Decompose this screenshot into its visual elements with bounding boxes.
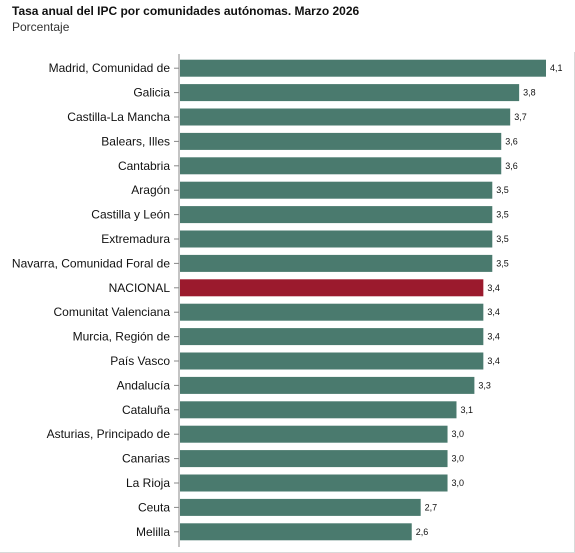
data-label: 3,4 xyxy=(487,356,500,366)
category-label: Galicia xyxy=(133,86,170,100)
category-label: Murcia, Región de xyxy=(73,330,171,344)
data-label: 3,7 xyxy=(514,112,527,122)
data-label: 3,4 xyxy=(487,283,500,293)
category-label: Castilla y León xyxy=(91,208,170,222)
category-label: Comunitat Valenciana xyxy=(53,305,170,319)
data-label: 3,0 xyxy=(452,429,465,439)
data-label: 3,4 xyxy=(487,332,500,342)
category-label: Aragón xyxy=(131,183,170,197)
category-label: Ceuta xyxy=(138,500,170,514)
bar xyxy=(180,230,493,248)
data-label: 3,6 xyxy=(505,161,518,171)
data-label: 3,5 xyxy=(496,234,509,244)
data-label: 2,7 xyxy=(425,502,438,512)
chart-title: Tasa anual del IPC por comunidades autón… xyxy=(12,4,360,18)
category-label: NACIONAL xyxy=(109,281,171,295)
bar xyxy=(180,474,448,492)
bar xyxy=(180,108,511,126)
data-label: 3,3 xyxy=(478,380,491,390)
data-label: 3,0 xyxy=(452,478,465,488)
category-label: Andalucía xyxy=(117,378,171,392)
bar xyxy=(180,425,448,443)
data-label: 2,6 xyxy=(416,527,429,537)
category-label: Cantabria xyxy=(118,159,170,173)
bar xyxy=(180,206,493,224)
category-label: Navarra, Comunidad Foral de xyxy=(12,256,170,270)
bar xyxy=(180,84,520,102)
bar xyxy=(180,157,502,175)
bar xyxy=(180,132,502,150)
data-label: 3,5 xyxy=(496,185,509,195)
category-label: La Rioja xyxy=(126,476,170,490)
category-label: Madrid, Comunidad de xyxy=(49,61,171,75)
data-label: 3,1 xyxy=(460,405,473,415)
data-label: 3,4 xyxy=(487,307,500,317)
bar xyxy=(180,352,484,370)
data-label: 3,5 xyxy=(496,210,509,220)
category-label: Asturias, Principado de xyxy=(47,427,171,441)
data-label: 3,0 xyxy=(452,454,465,464)
category-label: Canarias xyxy=(122,452,170,466)
bar xyxy=(180,523,412,541)
category-label: Cataluña xyxy=(122,403,170,417)
bar-highlight xyxy=(180,279,484,297)
bar xyxy=(180,181,493,199)
bar xyxy=(180,498,421,516)
bar xyxy=(180,401,457,419)
bar xyxy=(180,450,448,468)
data-label: 3,8 xyxy=(523,88,536,98)
chart-subtitle: Porcentaje xyxy=(12,20,70,34)
data-label: 4,1 xyxy=(550,63,563,73)
category-label: Melilla xyxy=(136,525,170,539)
category-label: Castilla-La Mancha xyxy=(67,110,170,124)
data-label: 3,5 xyxy=(496,258,509,268)
bar xyxy=(180,328,484,346)
bar xyxy=(180,303,484,321)
bar xyxy=(180,59,546,77)
category-label: Extremadura xyxy=(101,232,170,246)
category-label: País Vasco xyxy=(110,354,170,368)
bar xyxy=(180,254,493,272)
data-label: 3,6 xyxy=(505,136,518,146)
category-label: Balears, Illes xyxy=(101,134,170,148)
bar xyxy=(180,376,475,394)
